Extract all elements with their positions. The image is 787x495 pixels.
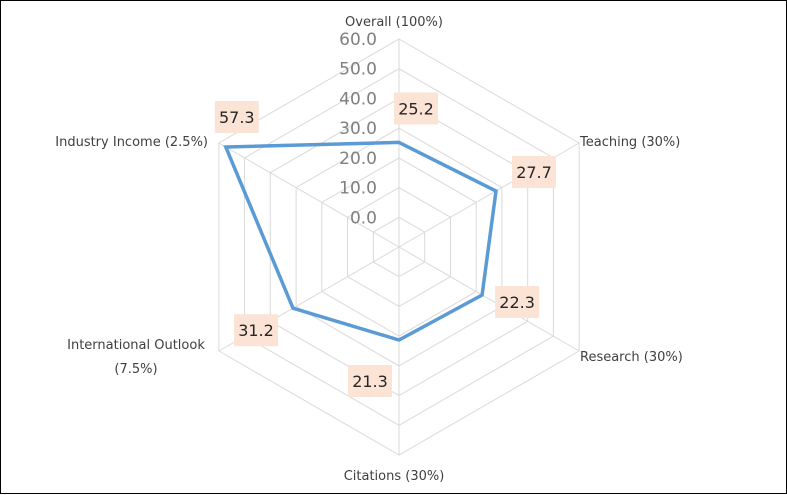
series (226, 142, 496, 340)
data-label-text: 22.3 (499, 293, 535, 312)
data-label: 57.3 (215, 101, 259, 133)
data-label-text: 25.2 (398, 99, 434, 118)
tick-label: 20.0 (339, 149, 377, 169)
category-label-line: International Outlook (67, 338, 205, 353)
category-label: Research (30%) (580, 350, 683, 365)
radial-axis-ticks: 0.0 10.0 20.0 30.0 40.0 50.0 60.0 (339, 30, 377, 228)
category-label: Teaching (30%) (579, 135, 680, 150)
category-label-line: Overall (100%) (345, 15, 443, 30)
category-label: Citations (30%) (344, 469, 445, 484)
tick-label: 50.0 (339, 60, 377, 80)
category-label: International Outlook (7.5%) (67, 338, 205, 377)
grid-spoke (399, 247, 579, 351)
tick-label: 30.0 (339, 119, 377, 139)
category-label: Overall (100%) (345, 15, 443, 30)
tick-label: 60.0 (339, 30, 377, 50)
tick-label: 10.0 (339, 179, 377, 199)
data-label-text: 21.3 (352, 372, 388, 391)
category-label-line: Citations (30%) (344, 469, 445, 484)
category-label-line: (7.5%) (114, 362, 157, 377)
category-label-line: Research (30%) (580, 350, 683, 365)
data-label: 25.2 (394, 92, 438, 124)
category-label: Industry Income (2.5%) (55, 135, 208, 150)
data-label-text: 31.2 (238, 321, 274, 340)
data-label-text: 27.7 (516, 163, 552, 182)
series-line (226, 142, 496, 340)
category-label-line: Industry Income (2.5%) (55, 135, 208, 150)
category-label-line: Teaching (30%) (579, 135, 680, 150)
data-label: 31.2 (234, 314, 278, 346)
tick-label: 40.0 (339, 89, 377, 109)
data-label: 27.7 (512, 156, 556, 188)
data-label: 22.3 (495, 286, 539, 318)
category-labels: Overall (100%) Teaching (30%) Research (30… (55, 15, 683, 484)
tick-label: 0.0 (350, 208, 377, 228)
data-label-text: 57.3 (219, 108, 255, 127)
data-label: 21.3 (348, 365, 392, 397)
